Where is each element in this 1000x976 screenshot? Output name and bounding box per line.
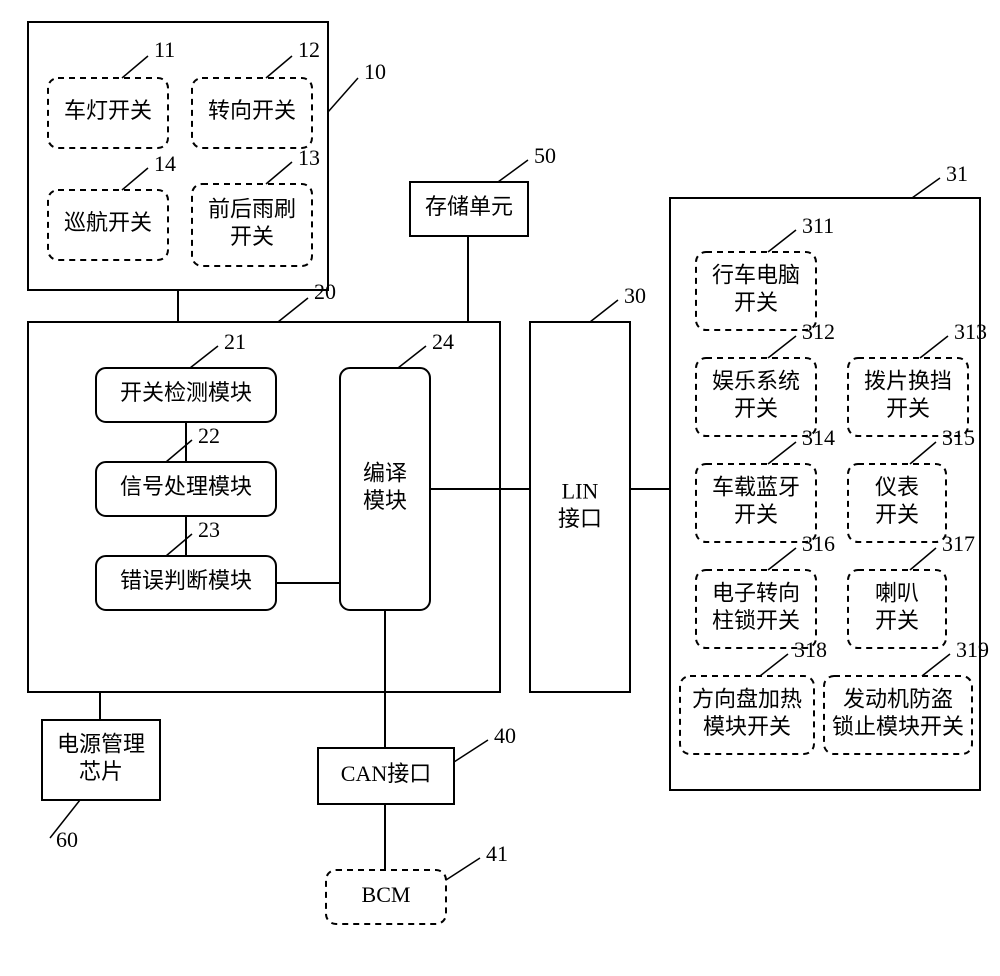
- box-label: 开关检测模块: [120, 380, 252, 405]
- ref-number: 10: [364, 59, 386, 84]
- ref-number: 13: [298, 145, 320, 170]
- ref-number: 311: [802, 213, 834, 238]
- ref-leader: [768, 230, 796, 252]
- ref-leader: [166, 534, 192, 556]
- ref-number: 318: [794, 637, 827, 662]
- ref-number: 312: [802, 319, 835, 344]
- box-label: 错误判断模块: [120, 568, 252, 593]
- box-label: 巡航开关: [64, 210, 152, 235]
- box-label: 喇叭: [875, 580, 919, 605]
- box-label: LIN: [562, 478, 599, 503]
- ref-leader: [122, 56, 148, 78]
- ref-leader: [910, 548, 936, 570]
- ref-number: 40: [494, 723, 516, 748]
- ref-leader: [498, 160, 528, 182]
- box-label: 拨片换挡: [864, 368, 952, 393]
- ref-leader: [768, 442, 796, 464]
- ref-leader: [266, 162, 292, 184]
- box-label: 模块开关: [703, 714, 791, 739]
- ref-leader: [446, 858, 480, 880]
- ref-number: 315: [942, 425, 975, 450]
- box-label: 编译: [363, 460, 407, 485]
- ref-number: 316: [802, 531, 835, 556]
- box-label: 车载蓝牙: [712, 474, 800, 499]
- box-label: 转向开关: [208, 98, 296, 123]
- ref-leader: [454, 740, 488, 762]
- ref-number: 21: [224, 329, 246, 354]
- ref-number: 30: [624, 283, 646, 308]
- box-label: 开关: [875, 608, 919, 633]
- box-label: 娱乐系统: [712, 368, 800, 393]
- box-label: 信号处理模块: [120, 474, 252, 499]
- ref-leader: [920, 336, 948, 358]
- ref-number: 20: [314, 279, 336, 304]
- box-label: 芯片: [79, 759, 123, 784]
- ref-number: 313: [954, 319, 987, 344]
- box-label: 方向盘加热: [692, 686, 802, 711]
- box-label: 模块: [363, 488, 407, 513]
- ref-number: 60: [56, 827, 78, 852]
- box-label: 车灯开关: [64, 98, 152, 123]
- box-label: 行车电脑: [712, 262, 800, 287]
- ref-number: 11: [154, 37, 175, 62]
- box-label: 开关: [734, 502, 778, 527]
- ref-leader: [912, 178, 940, 198]
- group-10: [28, 22, 328, 290]
- box-label: BCM: [362, 882, 411, 907]
- box-label: 前后雨刷: [208, 196, 296, 221]
- ref-leader: [122, 168, 148, 190]
- box-label: 开关: [230, 224, 274, 249]
- ref-leader: [910, 442, 936, 464]
- box-label: 仪表: [875, 474, 919, 499]
- ref-number: 23: [198, 517, 220, 542]
- box-label: 存储单元: [425, 194, 513, 219]
- ref-leader: [398, 346, 426, 368]
- box-label: 电源管理: [57, 731, 145, 756]
- ref-number: 41: [486, 841, 508, 866]
- ref-number: 317: [942, 531, 975, 556]
- box-label: 柱锁开关: [712, 608, 800, 633]
- box-label: 电子转向: [712, 580, 800, 605]
- box-label: 发动机防盗: [843, 686, 953, 711]
- ref-leader: [190, 346, 218, 368]
- ref-number: 319: [956, 637, 989, 662]
- ref-leader: [278, 298, 308, 322]
- ref-leader: [590, 300, 618, 322]
- box-label: CAN接口: [341, 761, 431, 786]
- ref-number: 24: [432, 329, 454, 354]
- ref-leader: [328, 78, 358, 112]
- box-label: 开关: [886, 396, 930, 421]
- box-label: 接口: [558, 506, 602, 531]
- box-label: 开关: [734, 396, 778, 421]
- ref-number: 31: [946, 161, 968, 186]
- box-label: 锁止模块开关: [832, 714, 964, 739]
- ref-number: 314: [802, 425, 835, 450]
- box-label: 开关: [875, 502, 919, 527]
- ref-number: 22: [198, 423, 220, 448]
- ref-number: 14: [154, 151, 176, 176]
- ref-leader: [166, 440, 192, 462]
- ref-leader: [266, 56, 292, 78]
- ref-number: 50: [534, 143, 556, 168]
- ref-leader: [922, 654, 950, 676]
- ref-leader: [760, 654, 788, 676]
- ref-leader: [768, 336, 796, 358]
- ref-leader: [768, 548, 796, 570]
- box-label: 开关: [734, 290, 778, 315]
- ref-number: 12: [298, 37, 320, 62]
